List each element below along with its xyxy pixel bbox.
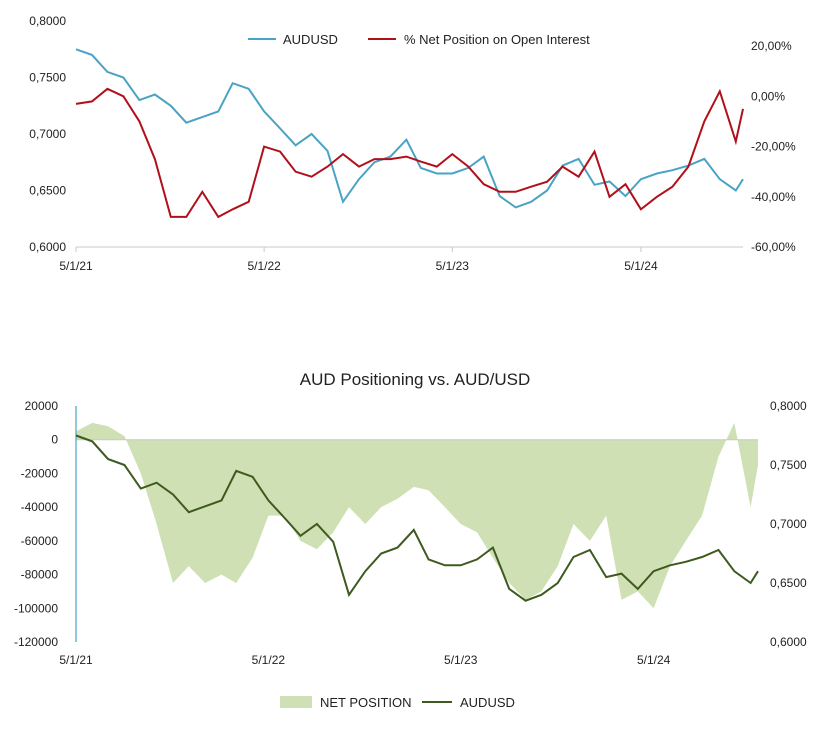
bottom-left-tick-label: -60000 [21, 534, 59, 548]
legend-label-net-position-pct: % Net Position on Open Interest [404, 32, 590, 47]
bottom-left-tick-label: -20000 [21, 466, 59, 480]
legend-label-audusd: AUDUSD [283, 32, 338, 47]
top-legend: AUDUSD % Net Position on Open Interest [248, 32, 590, 47]
bottom-x-tick-label: 5/1/24 [637, 653, 671, 667]
bottom-left-tick-label: -120000 [14, 635, 58, 649]
bottom-left-axis: -120000 -100000 -80000 -60000 -40000 -20000 0 2… [14, 399, 58, 649]
bottom-left-tick-label: 20000 [25, 399, 59, 413]
bottom-audusd-series-line [75, 434, 759, 602]
top-right-tick-label: 20,00% [751, 39, 792, 53]
top-left-axis: 0,6000 0,6500 0,7000 0,7500 0,8000 [29, 14, 66, 254]
top-x-tick-label: 5/1/21 [59, 259, 93, 273]
top-x-tick-label: 5/1/24 [624, 259, 658, 273]
top-left-tick-label: 0,7500 [29, 71, 66, 85]
net-position-area [76, 422, 758, 609]
top-left-tick-label: 0,8000 [29, 14, 66, 28]
legend-label-net-position: NET POSITION [320, 695, 412, 710]
top-x-tick-label: 5/1/23 [436, 259, 470, 273]
chart-title: AUD Positioning vs. AUD/USD [300, 370, 531, 389]
bottom-right-tick-label: 0,6000 [770, 635, 807, 649]
bottom-legend: NET POSITION AUDUSD [280, 695, 515, 710]
bottom-x-tick-label: 5/1/23 [444, 653, 478, 667]
bottom-left-tick-label: -80000 [21, 568, 59, 582]
bottom-x-axis-ticks: 5/1/21 5/1/22 5/1/23 5/1/24 [59, 653, 670, 667]
top-net-position-pct-series-line [75, 87, 744, 219]
top-right-axis: -60,00% -40,00% -20,00% 0,00% 20,00% [751, 39, 796, 254]
legend-label-audusd-bottom: AUDUSD [460, 695, 515, 710]
bottom-x-tick-label: 5/1/21 [59, 653, 93, 667]
bottom-right-tick-label: 0,6500 [770, 576, 807, 590]
legend-swatch-net-position [280, 696, 312, 708]
bottom-right-tick-label: 0,7000 [770, 517, 807, 531]
top-right-tick-label: -20,00% [751, 140, 796, 154]
top-left-tick-label: 0,7000 [29, 127, 66, 141]
bottom-right-tick-label: 0,8000 [770, 399, 807, 413]
top-right-tick-label: -60,00% [751, 240, 796, 254]
top-left-tick-label: 0,6000 [29, 240, 66, 254]
top-left-tick-label: 0,6500 [29, 184, 66, 198]
bottom-left-tick-label: 0 [51, 433, 58, 447]
top-right-tick-label: -40,00% [751, 190, 796, 204]
bottom-left-tick-label: -40000 [21, 500, 59, 514]
top-x-axis-ticks: 5/1/21 5/1/22 5/1/23 5/1/24 [59, 247, 658, 273]
bottom-right-axis: 0,6000 0,6500 0,7000 0,7500 0,8000 [770, 399, 807, 649]
top-chart: 0,6000 0,6500 0,7000 0,7500 0,8000 -60,00% -4… [29, 14, 796, 273]
top-x-tick-label: 5/1/22 [247, 259, 281, 273]
top-right-tick-label: 0,00% [751, 89, 785, 103]
bottom-x-tick-label: 5/1/22 [252, 653, 286, 667]
bottom-chart: AUD Positioning vs. AUD/USD -120000 -1000… [14, 370, 807, 710]
top-audusd-series-line [75, 48, 744, 209]
bottom-right-tick-label: 0,7500 [770, 458, 807, 472]
bottom-left-tick-label: -100000 [14, 601, 58, 615]
